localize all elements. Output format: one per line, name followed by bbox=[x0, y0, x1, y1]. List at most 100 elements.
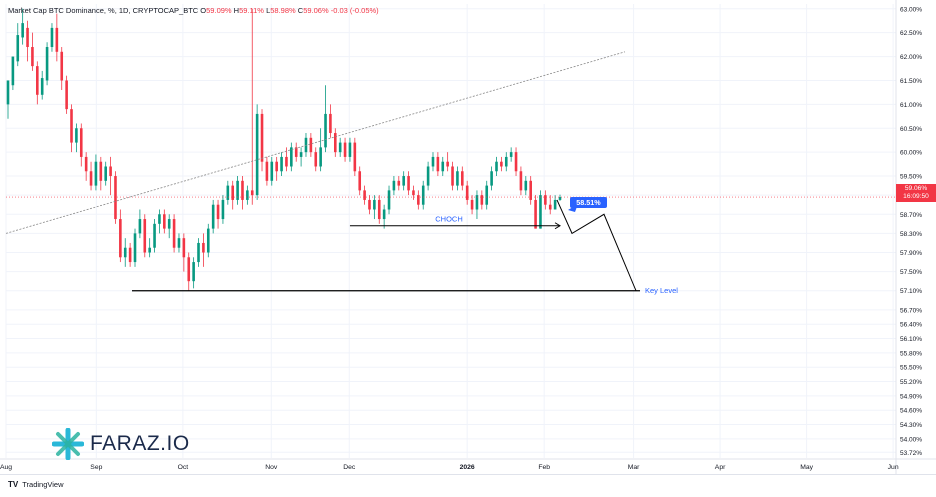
candle-body bbox=[177, 238, 181, 248]
candle-body bbox=[26, 27, 29, 48]
candle-body bbox=[104, 166, 107, 181]
candle-body bbox=[402, 176, 405, 186]
candle-body bbox=[75, 128, 78, 143]
candle-body bbox=[6, 80, 10, 105]
candle-body bbox=[314, 152, 318, 167]
candle-body bbox=[431, 156, 435, 167]
candle-body bbox=[36, 66, 39, 95]
candle-body bbox=[475, 195, 479, 210]
candle-body bbox=[250, 190, 254, 196]
candle-body bbox=[70, 109, 73, 143]
y-tick-label: 60.50% bbox=[900, 126, 922, 133]
candle-body bbox=[441, 161, 445, 172]
candle-body bbox=[280, 156, 283, 172]
candle-body bbox=[539, 195, 542, 229]
candle-body bbox=[246, 190, 249, 200]
candle-body bbox=[255, 113, 259, 196]
y-tick-label: 61.50% bbox=[900, 78, 922, 85]
tradingview-brand[interactable]: TV TradingView bbox=[8, 480, 64, 489]
candle-body bbox=[167, 219, 171, 229]
candle-body bbox=[529, 180, 532, 200]
candle-body bbox=[319, 147, 322, 167]
candle-body bbox=[133, 233, 137, 263]
trendline bbox=[5, 51, 626, 234]
legend-low: 58.98% bbox=[270, 6, 296, 15]
key-level-label: Key Level bbox=[645, 286, 678, 295]
candle-body bbox=[265, 161, 269, 181]
candle-body bbox=[40, 78, 44, 95]
candle-body bbox=[392, 180, 396, 191]
candle-body bbox=[236, 180, 239, 200]
candle-body bbox=[60, 51, 64, 81]
candle-body bbox=[294, 147, 298, 157]
candle-body bbox=[31, 47, 34, 67]
x-tick-label: Sep bbox=[90, 464, 102, 471]
candle-body bbox=[412, 190, 415, 196]
x-tick-label: Feb bbox=[538, 464, 550, 471]
y-tick-label: 54.60% bbox=[900, 408, 922, 415]
candle-body bbox=[172, 219, 176, 248]
candle-body bbox=[89, 171, 93, 186]
candle-body bbox=[119, 219, 122, 258]
candle-body bbox=[241, 180, 244, 200]
y-tick-label: 61.00% bbox=[900, 102, 922, 109]
x-tick-label: Nov bbox=[265, 464, 278, 471]
last-price-tag: 59.06% 16:09:50 bbox=[896, 184, 936, 202]
candle-body bbox=[417, 195, 420, 205]
candle-body bbox=[123, 247, 127, 258]
candle-body bbox=[465, 185, 469, 200]
legend-low-label: L bbox=[266, 6, 271, 15]
legend-high: 59.11% bbox=[239, 6, 264, 15]
candle-body bbox=[65, 80, 68, 110]
candle-body bbox=[377, 199, 381, 220]
candle-body bbox=[509, 152, 513, 157]
candle-body bbox=[397, 180, 401, 186]
candle-body bbox=[524, 180, 528, 191]
y-tick-label: 57.50% bbox=[900, 269, 922, 276]
candle-body bbox=[343, 142, 347, 157]
candle-body bbox=[461, 171, 464, 186]
y-tick-label: 62.00% bbox=[900, 54, 922, 61]
footer-bar: TV TradingView bbox=[0, 474, 936, 493]
legend-symbol: Market Cap BTC Dominance, %, 1D, CRYPTOC… bbox=[8, 6, 199, 15]
candle-body bbox=[519, 171, 523, 191]
candle-body bbox=[382, 209, 386, 220]
candle-body bbox=[553, 199, 557, 210]
chart-legend: Market Cap BTC Dominance, %, 1D, CRYPTOC… bbox=[8, 6, 379, 15]
candle-body bbox=[368, 199, 371, 210]
candle-body bbox=[363, 190, 366, 200]
legend-open: 59.09% bbox=[206, 6, 232, 15]
candle-body bbox=[11, 56, 15, 86]
candle-body bbox=[221, 199, 225, 220]
y-tick-label: 55.50% bbox=[900, 365, 922, 372]
y-tick-label: 59.50% bbox=[900, 174, 922, 181]
y-tick-label: 56.40% bbox=[900, 322, 922, 329]
candle-body bbox=[99, 161, 103, 181]
candle-body bbox=[21, 23, 24, 38]
candle-body bbox=[480, 195, 484, 205]
candle-body bbox=[202, 242, 205, 253]
candle-body bbox=[138, 219, 142, 234]
candle-body bbox=[143, 219, 147, 253]
legend-change: -0.03 (-0.05%) bbox=[330, 6, 379, 15]
candle-body bbox=[206, 228, 210, 253]
candle-body bbox=[211, 204, 215, 229]
bar-countdown: 16:09:50 bbox=[903, 193, 929, 200]
legend-open-label: O bbox=[200, 6, 207, 15]
candle-body bbox=[490, 171, 493, 186]
y-tick-label: 54.30% bbox=[900, 422, 922, 429]
candle-body bbox=[558, 197, 562, 200]
y-tick-label: 58.30% bbox=[900, 231, 922, 238]
candle-body bbox=[333, 133, 337, 153]
target-badge-label: 58.51% bbox=[576, 198, 601, 207]
candle-body bbox=[79, 128, 83, 157]
candle-body bbox=[226, 185, 230, 200]
x-tick-label: Jun bbox=[888, 464, 899, 471]
x-tick-label: May bbox=[800, 464, 813, 471]
y-tick-label: 54.90% bbox=[900, 393, 922, 400]
candle-body bbox=[495, 161, 498, 172]
candle-body bbox=[421, 185, 425, 205]
candle-body bbox=[451, 166, 454, 186]
